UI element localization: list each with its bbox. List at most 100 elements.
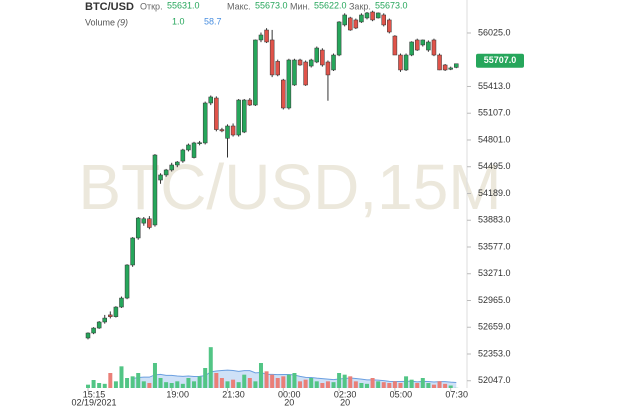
volume-bar <box>443 383 448 388</box>
volume-bar <box>164 382 169 388</box>
volume-bar <box>186 378 191 388</box>
volume-bar <box>404 376 409 388</box>
y-tick-label: 54495.0 <box>478 161 511 171</box>
candle-body <box>414 39 420 51</box>
volume-bar <box>420 378 425 388</box>
candle-body <box>370 11 375 21</box>
candle-body <box>420 39 426 46</box>
volume-bar <box>342 374 347 388</box>
y-tick-label: 55107.0 <box>478 108 511 118</box>
y-tick-label: 52353.0 <box>478 348 511 358</box>
candle-body <box>308 59 314 67</box>
volume-period: (9) <box>117 17 128 27</box>
open-value: 55631.0 <box>167 0 200 10</box>
volume-bar <box>381 382 386 388</box>
x-date-label: 20 <box>284 397 294 407</box>
volume-value: 1.0 <box>172 16 185 26</box>
candle-body <box>448 67 453 70</box>
candle-body <box>191 142 197 158</box>
candle-body <box>353 19 359 29</box>
volume-bar <box>320 383 325 388</box>
volume-bar <box>365 383 369 388</box>
open-label: Откр. <box>140 1 163 11</box>
volume-bar <box>353 381 358 388</box>
candle-body <box>431 39 437 56</box>
y-tick-label: 52965.0 <box>478 295 511 305</box>
volume-bar <box>242 374 247 388</box>
volume-bar <box>231 379 236 388</box>
volume-label: Volume <box>85 17 115 27</box>
close-label: Закр. <box>349 1 371 11</box>
volume-bar <box>130 376 135 388</box>
candle-body <box>219 129 225 132</box>
candle-body <box>403 54 409 71</box>
volume-bar <box>359 383 364 388</box>
volume-bar <box>275 378 280 388</box>
volume-bar <box>286 374 291 388</box>
volume-bar <box>437 381 442 388</box>
volume-bar <box>119 366 124 388</box>
volume-bar <box>392 381 397 388</box>
volume-bar <box>158 378 163 388</box>
candle-body <box>387 19 392 33</box>
candle-body <box>202 102 208 144</box>
x-tick-label: 05:00 <box>390 389 413 399</box>
candle-body <box>292 59 297 86</box>
x-tick-label: 21:30 <box>222 389 245 399</box>
candle-body <box>375 12 381 19</box>
y-tick-label: 52047.0 <box>478 375 511 385</box>
x-tick-label: 00:00 <box>278 389 301 399</box>
candle-body <box>409 41 414 56</box>
candle-body <box>230 125 236 136</box>
chart-title: BTC/USD <box>85 1 134 13</box>
x-date-label: 02/19/2021 <box>71 397 116 407</box>
candle-body <box>275 61 280 76</box>
volume-bar <box>398 383 403 388</box>
y-tick-label: 54189.0 <box>478 188 511 198</box>
volume-bar <box>426 383 431 388</box>
candle-body <box>147 218 152 228</box>
candle-body <box>348 17 353 31</box>
candle-body <box>342 14 347 26</box>
high-label: Макс. <box>227 1 251 11</box>
candle-body <box>186 144 191 151</box>
close-value: 55673.0 <box>375 0 408 10</box>
volume-bar <box>298 381 303 388</box>
candle-body <box>225 125 230 139</box>
candle-body <box>236 99 241 136</box>
candle-body <box>269 39 275 76</box>
volume-bar <box>86 384 90 388</box>
volume-bar <box>91 380 96 388</box>
last-price-box <box>476 53 524 68</box>
x-tick-label: 15:15 <box>83 389 106 399</box>
volume-bar <box>180 383 185 388</box>
candle-body <box>247 99 253 106</box>
volume-bar <box>219 378 224 388</box>
candle-body <box>336 21 342 56</box>
volume-bar <box>337 373 342 388</box>
candle-body <box>297 59 303 66</box>
candle-body <box>314 47 320 63</box>
low-value: 55622.0 <box>314 0 347 10</box>
candle-body <box>214 97 219 130</box>
volume-bar <box>247 378 252 388</box>
y-tick-label: 55413.0 <box>478 81 511 91</box>
volume-bar <box>309 378 314 388</box>
volume-bar <box>102 383 107 388</box>
x-date-label: 20 <box>340 397 350 407</box>
volume-bar <box>387 383 392 388</box>
candle-body <box>158 174 163 181</box>
candle-body <box>303 61 308 86</box>
candle-body <box>180 149 186 162</box>
y-tick-label: 56025.0 <box>478 27 511 37</box>
volume-bar <box>415 383 420 388</box>
candle-body <box>85 332 91 339</box>
y-tick-label: 52659.0 <box>478 322 511 332</box>
candle-body <box>208 96 214 104</box>
volume-bar <box>203 368 208 388</box>
candle-body <box>141 218 147 224</box>
candle-body <box>325 61 331 76</box>
candle-body <box>286 59 292 109</box>
candle-body <box>442 64 448 71</box>
